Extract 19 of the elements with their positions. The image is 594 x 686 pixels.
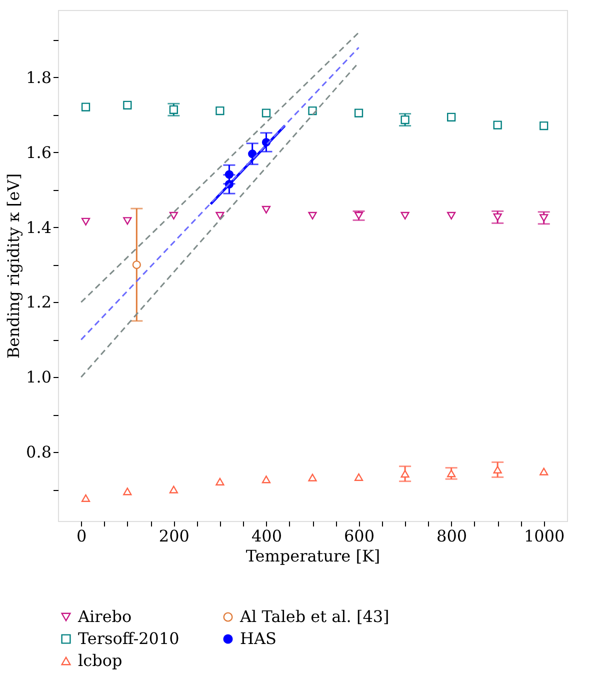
legend-label: Tersoff-2010 xyxy=(78,629,180,648)
x-tick-label: 600 xyxy=(344,526,375,546)
x-tick-label: 400 xyxy=(251,526,282,546)
x-tick-label: 800 xyxy=(436,526,468,546)
legend-label: Al Taleb et al. [43] xyxy=(239,607,390,626)
legend-label: lcbop xyxy=(78,651,122,670)
x-tick-label: 200 xyxy=(158,526,190,546)
y-tick-label: 1.0 xyxy=(26,368,52,387)
legend-label: HAS xyxy=(240,629,276,648)
legend-label: Airebo xyxy=(77,607,132,626)
x-axis-title: Temperature [K] xyxy=(246,546,380,566)
y-tick-label: 1.8 xyxy=(26,68,52,87)
x-tick-label: 1000 xyxy=(524,526,565,546)
y-tick-label: 0.8 xyxy=(26,442,52,462)
y-tick-label: 1.4 xyxy=(26,218,52,237)
y-tick-label: 1.2 xyxy=(26,292,52,312)
y-tick-label: 1.6 xyxy=(26,142,52,162)
x-tick-label: 0 xyxy=(76,526,87,546)
y-axis-title: Bending rigidity κ [eV] xyxy=(4,173,24,359)
